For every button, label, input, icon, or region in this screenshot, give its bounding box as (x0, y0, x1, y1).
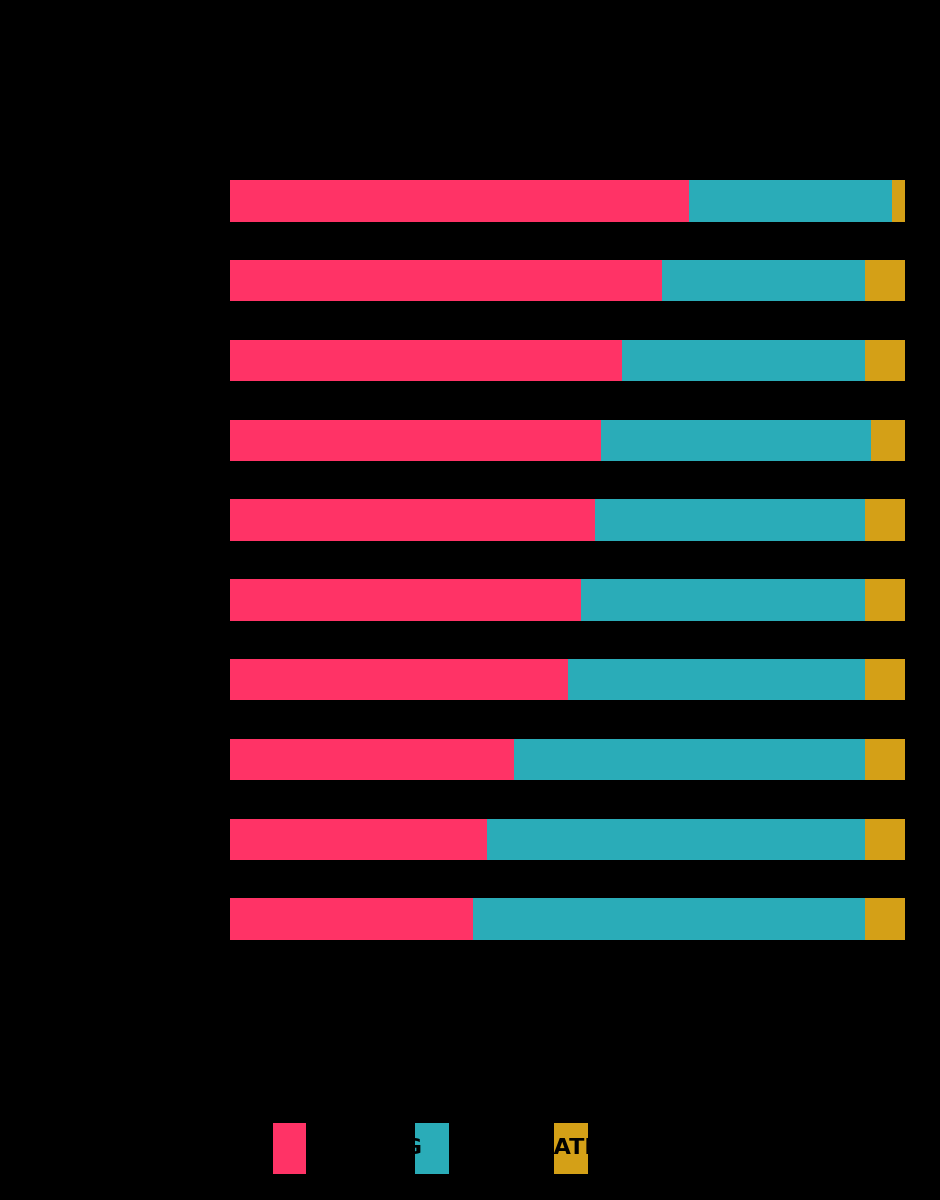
Bar (865, 499, 905, 541)
Bar (865, 580, 905, 620)
Bar (865, 739, 905, 780)
Bar (891, 180, 905, 222)
Bar (230, 818, 487, 860)
Bar (230, 420, 602, 461)
Bar (871, 420, 905, 461)
Bar (230, 580, 581, 620)
Bar (230, 899, 473, 940)
Bar (602, 420, 871, 461)
Bar (865, 659, 905, 701)
Bar (230, 180, 689, 222)
Bar (594, 499, 865, 541)
Bar (865, 340, 905, 382)
Bar (487, 818, 865, 860)
Bar (581, 580, 865, 620)
Bar (230, 659, 568, 701)
Bar (513, 739, 865, 780)
FancyBboxPatch shape (554, 1123, 588, 1174)
Bar (473, 899, 865, 940)
Bar (621, 340, 865, 382)
Text: WEAK: WEAK (601, 1138, 674, 1158)
FancyBboxPatch shape (415, 1123, 449, 1174)
Bar (230, 739, 513, 780)
Bar (865, 260, 905, 301)
Bar (662, 260, 865, 301)
Bar (230, 260, 662, 301)
Bar (568, 659, 865, 701)
Bar (230, 340, 621, 382)
Bar (230, 499, 594, 541)
Text: MODERATE: MODERATE (462, 1138, 599, 1158)
Bar (689, 180, 891, 222)
Bar (865, 818, 905, 860)
Text: Alignment Effectiveness: Alignment Effectiveness (43, 38, 728, 86)
FancyBboxPatch shape (273, 1123, 306, 1174)
Text: STRONG: STRONG (319, 1138, 423, 1158)
Bar (865, 899, 905, 940)
